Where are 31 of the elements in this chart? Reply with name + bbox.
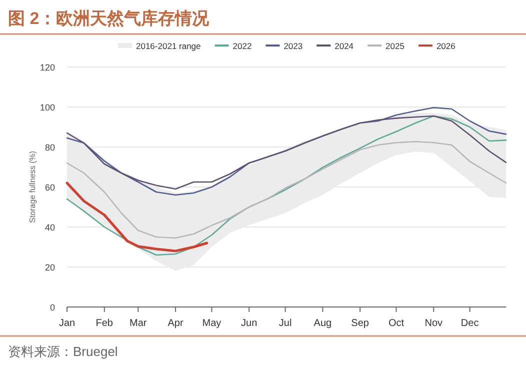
- y-tick-label: 100: [40, 102, 55, 112]
- x-tick-label: Jul: [278, 318, 292, 329]
- x-tick-label: Feb: [96, 318, 114, 329]
- y-tick-label: 0: [50, 302, 55, 312]
- text: 资料来源：Bruegel: [8, 344, 118, 359]
- legend-label: 2022: [232, 41, 252, 51]
- chart-title: 图 2：欧洲天然气库存情况: [8, 9, 210, 28]
- x-tick-label: Jun: [241, 318, 258, 329]
- x-tick-label: Jan: [58, 318, 76, 329]
- y-tick-label: 120: [40, 62, 55, 72]
- legend-label: 2016-2021 range: [136, 41, 202, 51]
- x-tick-label: Nov: [424, 318, 443, 329]
- x-tick-label: May: [202, 318, 222, 329]
- legend-label: 2025: [386, 41, 405, 51]
- line-series: [66, 182, 208, 252]
- legend-label: 2023: [284, 41, 303, 51]
- x-tick-label: Apr: [168, 318, 184, 329]
- x-tick-label: Mar: [130, 318, 148, 329]
- x-tick-label: Sep: [351, 318, 370, 329]
- y-tick-label: 80: [44, 142, 55, 152]
- legend-label: 2026: [436, 41, 456, 51]
- x-tick-label: Dec: [460, 318, 479, 329]
- y-tick-label: 60: [44, 182, 55, 192]
- y-axis-title: Storage fullness (%): [28, 150, 37, 224]
- legend-label: 2024: [334, 41, 354, 51]
- line-series: [66, 115, 507, 190]
- y-tick-label: 20: [44, 262, 55, 272]
- line-series: [66, 140, 507, 239]
- x-tick-label: Oct: [388, 318, 404, 329]
- y-tick-label: 40: [44, 222, 55, 232]
- x-tick-label: Aug: [314, 318, 332, 329]
